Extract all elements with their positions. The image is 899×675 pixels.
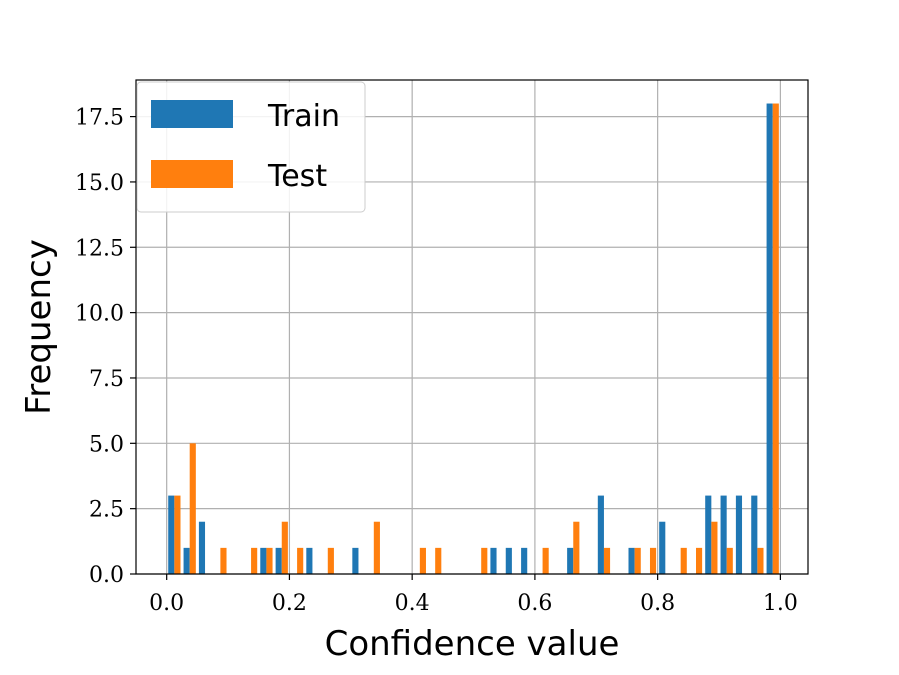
x-axis-title: Confidence value [325,624,620,664]
bar-train [505,547,512,574]
bar-test [419,547,426,574]
x-tick-label: 0.2 [272,591,307,616]
y-tick-label: 0.0 [89,563,124,588]
y-tick-label: 10.0 [75,302,124,327]
y-tick-label: 12.5 [75,236,124,261]
bar-train [720,495,727,574]
bar-test [726,547,733,574]
y-tick-label: 5.0 [89,432,124,457]
bar-train [490,547,497,574]
bar-test [189,443,196,574]
bar-train [260,547,267,574]
bar-test [266,547,273,574]
bar-train [168,495,175,574]
x-tick-label: 0.6 [517,591,552,616]
bar-test [281,521,288,574]
bar-test [711,521,718,574]
bar-test [435,547,442,574]
y-axis-title: Frequency [19,239,59,415]
bar-train [628,547,635,574]
bar-test [603,547,611,574]
bar-train [183,547,190,574]
bar-test [542,547,549,574]
x-tick-label: 0.4 [395,591,430,616]
y-tick-label: 17.5 [75,106,124,131]
legend-label-test: Test [267,159,327,194]
bar-test [649,547,657,574]
bar-train [751,495,758,574]
legend-swatch-train [151,100,233,128]
bar-train [352,547,359,574]
bar-test [327,547,334,574]
bar-test [696,547,703,574]
bar-train [597,495,604,574]
bar-test [220,547,227,574]
axis-ticks: 0.0 0.2 0.4 0.6 0.8 1.0 0.0 2.5 5.0 7.5 10.0 12.5 15… [75,106,798,616]
y-tick-label: 2.5 [89,498,124,523]
bar-test [373,521,380,574]
bar-train [659,521,666,574]
grid-lines [136,80,808,575]
bar-test [297,547,304,574]
y-tick-label: 15.0 [75,171,124,196]
legend-swatch-test [151,160,233,188]
bar-train [735,495,743,574]
bar-test [573,521,580,574]
bar-train [567,547,574,574]
bars [168,103,779,575]
legend-label-train: Train [267,99,340,134]
bar-test [772,103,779,575]
x-tick-label: 0.0 [149,591,184,616]
bar-train [275,547,282,574]
plot-frame [135,79,809,575]
bar-test [634,547,641,574]
bar-train [306,547,313,574]
legend: Train Test [136,81,366,213]
bar-test [251,547,258,574]
x-tick-label: 1.0 [763,591,798,616]
bar-test [757,547,764,574]
bar-test [481,547,488,574]
bar-test [680,547,687,574]
bar-test [174,495,181,574]
bar-train [521,547,528,574]
x-tick-label: 0.8 [640,591,675,616]
bar-train [705,495,712,574]
bar-train [766,103,773,575]
y-tick-label: 7.5 [89,367,124,392]
bar-train [198,521,206,574]
